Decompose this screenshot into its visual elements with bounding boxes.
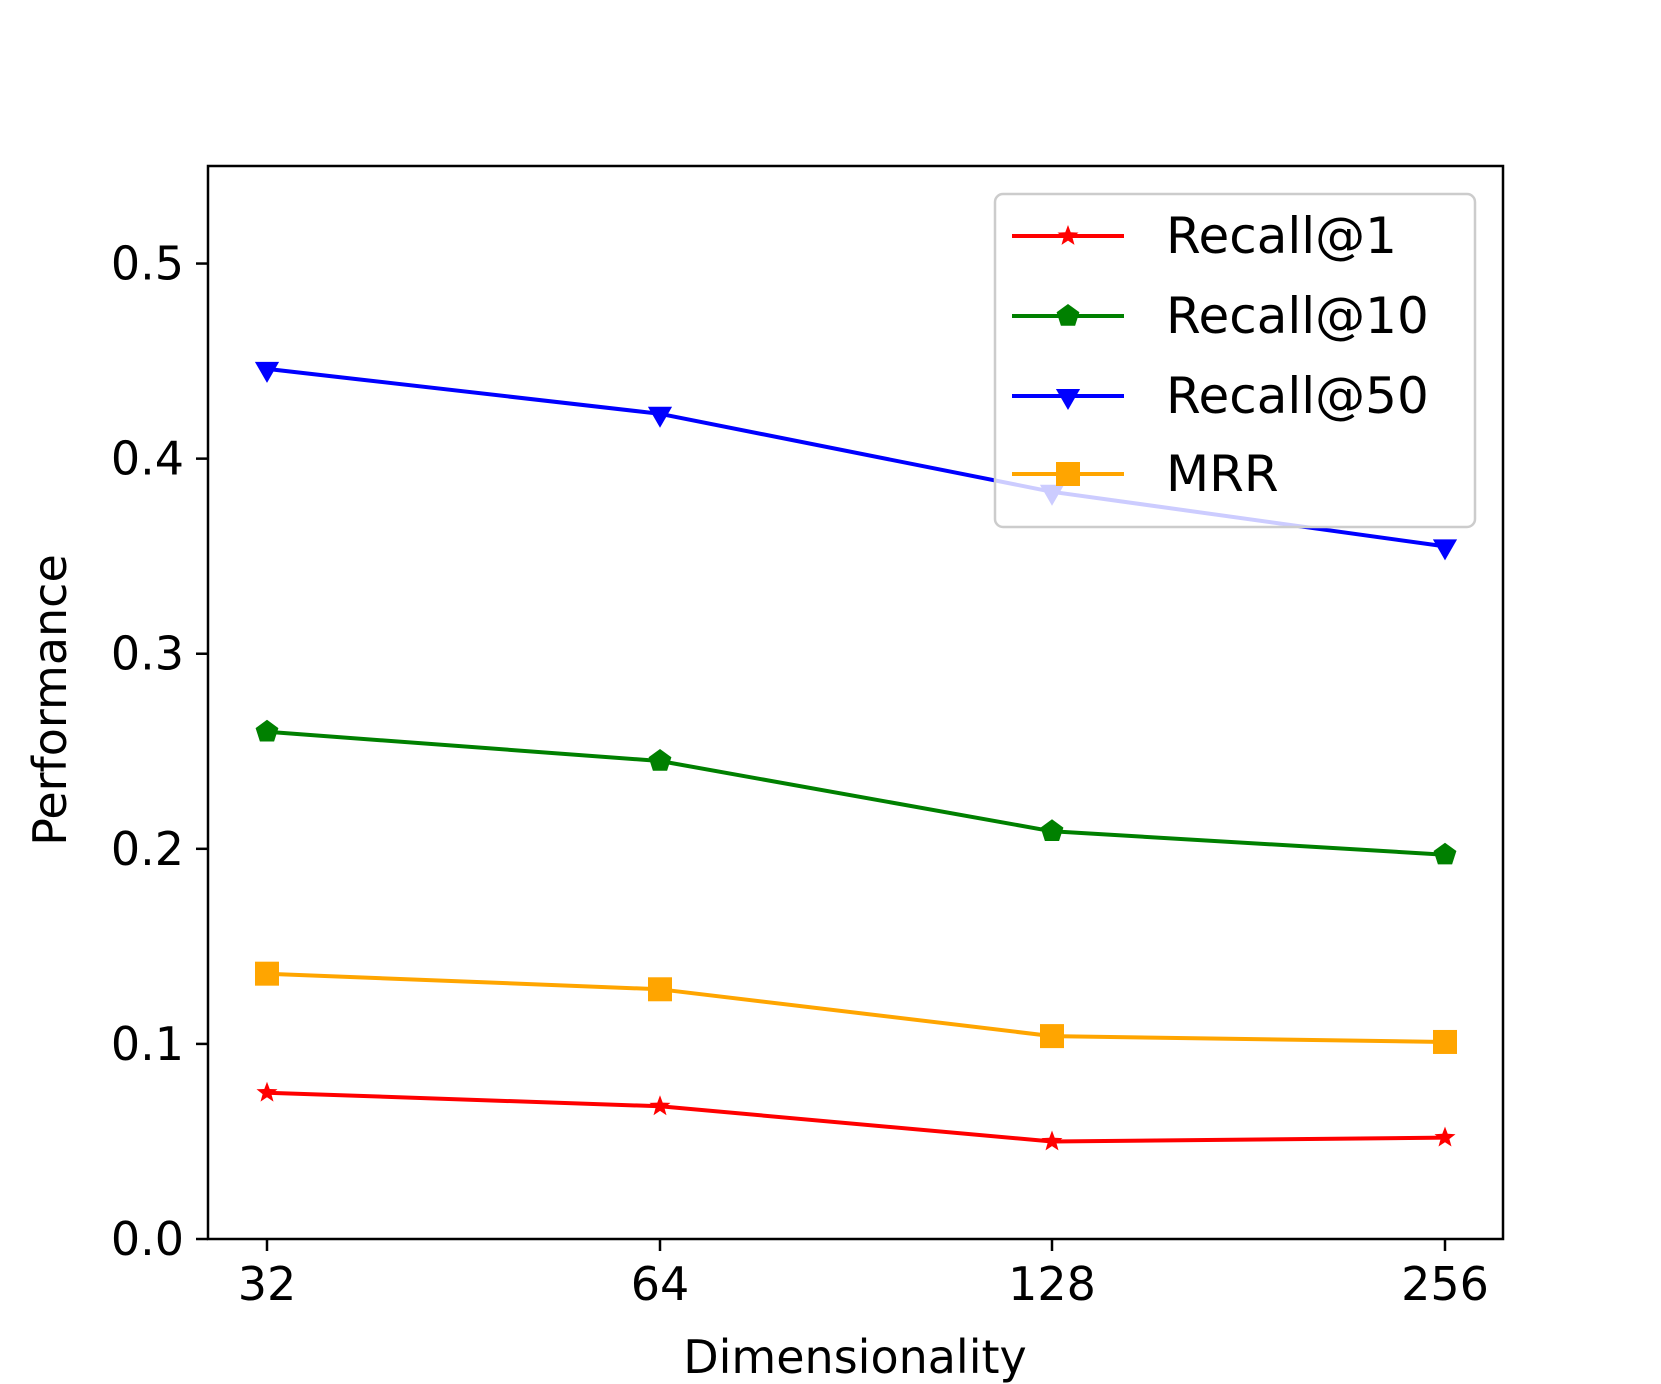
- y-axis-label: Performance: [23, 554, 77, 846]
- x-axis-label: Dimensionality: [683, 1330, 1027, 1384]
- data-point: [1433, 1029, 1457, 1054]
- data-point: [648, 749, 672, 771]
- legend-marker: [1055, 389, 1081, 410]
- legend-label: Recall@10: [1166, 287, 1429, 345]
- data-point: [1040, 1024, 1064, 1049]
- y-tick-label: 0.0: [111, 1212, 184, 1266]
- legend-marker: [1056, 462, 1080, 486]
- x-tick-label: 64: [631, 1257, 690, 1311]
- data-point: [1433, 842, 1457, 865]
- data-point: [1041, 1130, 1063, 1151]
- legend-label: Recall@1: [1166, 207, 1397, 265]
- y-tick-label: 0.4: [111, 432, 184, 486]
- y-tick-label: 0.1: [111, 1017, 184, 1071]
- data-point: [649, 1095, 671, 1116]
- y-tick-label: 0.5: [111, 237, 184, 291]
- y-tick-label: 0.3: [111, 627, 184, 681]
- legend-marker: [1057, 225, 1079, 245]
- data-point: [1432, 539, 1458, 561]
- series-recall-1: [256, 1081, 1456, 1151]
- y-axis-ticks: 0.0 0.1 0.2 0.3 0.4 0.5: [111, 237, 208, 1266]
- x-axis-ticks: 32 64 128 256: [238, 1239, 1489, 1311]
- legend-entry: Recall@10: [1012, 287, 1429, 345]
- legend-entry: Recall@50: [1012, 367, 1429, 425]
- legend-marker: [1056, 304, 1080, 326]
- legend-entry: Recall@1: [1012, 207, 1397, 265]
- legend-entry: MRR: [1012, 445, 1279, 503]
- legend-label: Recall@50: [1166, 367, 1429, 425]
- legend-label: MRR: [1166, 445, 1279, 503]
- series-line: [266, 1090, 1446, 1144]
- data-point: [256, 1081, 278, 1102]
- series-recall-10: [255, 719, 1457, 865]
- x-tick-label: 128: [1008, 1257, 1096, 1311]
- data-point: [254, 361, 280, 383]
- data-point: [255, 961, 279, 986]
- data-point: [1434, 1126, 1456, 1147]
- x-tick-label: 32: [238, 1257, 297, 1311]
- data-point: [647, 406, 673, 428]
- data-point: [648, 977, 672, 1002]
- axes-frame: [206, 164, 1505, 1241]
- y-tick-label: 0.2: [111, 822, 184, 876]
- series-line: [266, 971, 1446, 1044]
- series-mrr: [255, 961, 1457, 1054]
- series-line: [266, 729, 1446, 857]
- data-point: [1040, 819, 1064, 841]
- data-point: [255, 719, 279, 742]
- x-tick-label: 256: [1401, 1257, 1489, 1311]
- legend: Recall@1 Recall@10 Recall@50 MRR: [993, 192, 1477, 529]
- legend-box: [993, 192, 1477, 529]
